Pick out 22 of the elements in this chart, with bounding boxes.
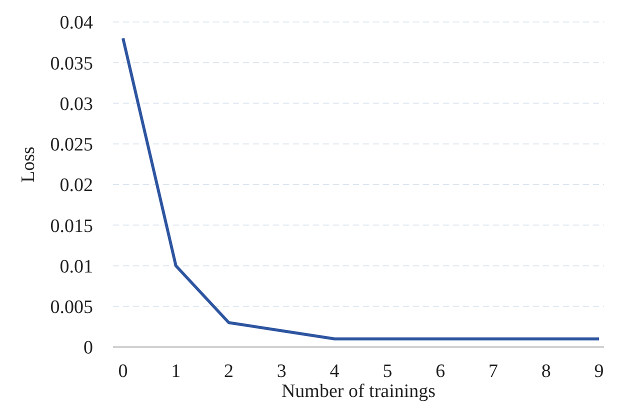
- x-tick-label: 1: [171, 361, 181, 382]
- x-axis-title: Number of trainings: [281, 381, 436, 402]
- y-tick-label: 0.02: [60, 175, 93, 196]
- x-tick-label: 3: [276, 361, 286, 382]
- line-series: [122, 36, 600, 340]
- y-tick-label: 0.025: [50, 134, 93, 156]
- x-tick-label: 8: [541, 361, 551, 382]
- x-tick-label: 5: [382, 361, 392, 382]
- x-tick-label: 6: [436, 361, 446, 382]
- y-tick-label: 0.005: [50, 297, 93, 318]
- x-tick-label: 9: [594, 361, 604, 382]
- y-tick-label: 0.03: [60, 94, 93, 115]
- x-tick-label: 2: [224, 361, 234, 382]
- y-tick-label: 0.01: [60, 256, 93, 278]
- x-tick-label: 0: [118, 361, 128, 382]
- y-tick-label: 0.04: [60, 12, 94, 34]
- y-tick-label: 0: [84, 338, 93, 359]
- x-tick-label: 4: [330, 361, 340, 382]
- y-tick-label: 0.035: [50, 53, 93, 74]
- y-tick-label: 0.015: [50, 216, 93, 237]
- x-tick-label: 7: [488, 361, 498, 382]
- y-axis-title: Loss: [18, 146, 39, 182]
